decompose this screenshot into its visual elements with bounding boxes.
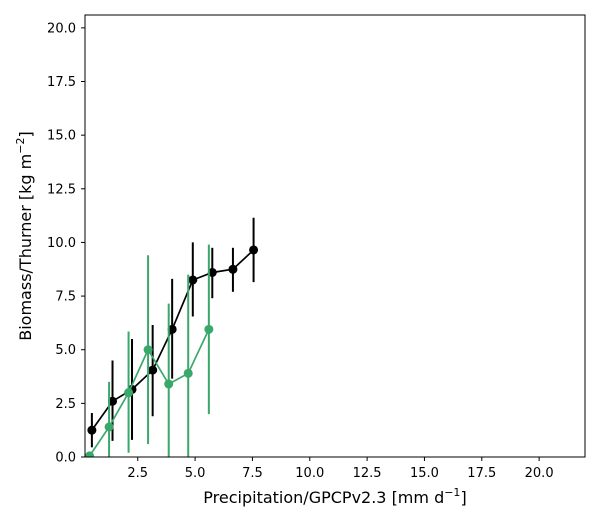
- data-point: [228, 264, 238, 274]
- data-point: [143, 345, 153, 355]
- data-point: [124, 388, 134, 398]
- y-tick-label: 5.0: [55, 343, 76, 358]
- y-tick-label: 0.0: [55, 451, 76, 466]
- data-point: [108, 396, 118, 406]
- data-point: [204, 324, 214, 334]
- data-point: [207, 267, 217, 277]
- data-point: [85, 451, 95, 457]
- y-tick-label: 10.0: [47, 236, 76, 251]
- data-point: [104, 422, 114, 432]
- data-point: [164, 379, 174, 389]
- y-axis-title: Biomass/Thurner [kg m−2]: [14, 131, 35, 340]
- y-tick-label: 15.0: [47, 129, 76, 144]
- y-tick-label: 17.5: [47, 75, 76, 90]
- x-tick-label: 2.5: [127, 466, 148, 481]
- data-point: [167, 324, 177, 334]
- axes-layer: 2.5 5.0 7.5 10.0 12.5 15.0 17.5 20.0 0.0 2.5 5.0 7.…: [47, 21, 554, 481]
- series-layer: [85, 217, 259, 457]
- x-tick-label: 20.0: [525, 466, 554, 481]
- y-tick-label: 7.5: [55, 290, 76, 305]
- x-tick-label: 12.5: [353, 466, 382, 481]
- x-axis-title: Precipitation/GPCPv2.3 [mm d−1]: [203, 486, 466, 507]
- x-tick-label: 7.5: [242, 466, 263, 481]
- x-tick-label: 10.0: [295, 466, 324, 481]
- data-point: [188, 275, 198, 285]
- data-point: [249, 245, 259, 255]
- series-1: [87, 217, 259, 448]
- data-point: [87, 425, 97, 435]
- y-tick-label: 2.5: [55, 397, 76, 412]
- x-tick-label: 17.5: [467, 466, 496, 481]
- x-tick-label: 5.0: [185, 466, 206, 481]
- y-tick-label: 12.5: [47, 182, 76, 197]
- plot-background: [85, 15, 585, 457]
- data-point: [183, 368, 193, 378]
- x-tick-label: 15.0: [410, 466, 439, 481]
- data-point: [148, 365, 158, 375]
- series-2: [85, 244, 214, 457]
- plot-frame: [84, 14, 586, 458]
- y-tick-label: 20.0: [47, 21, 76, 36]
